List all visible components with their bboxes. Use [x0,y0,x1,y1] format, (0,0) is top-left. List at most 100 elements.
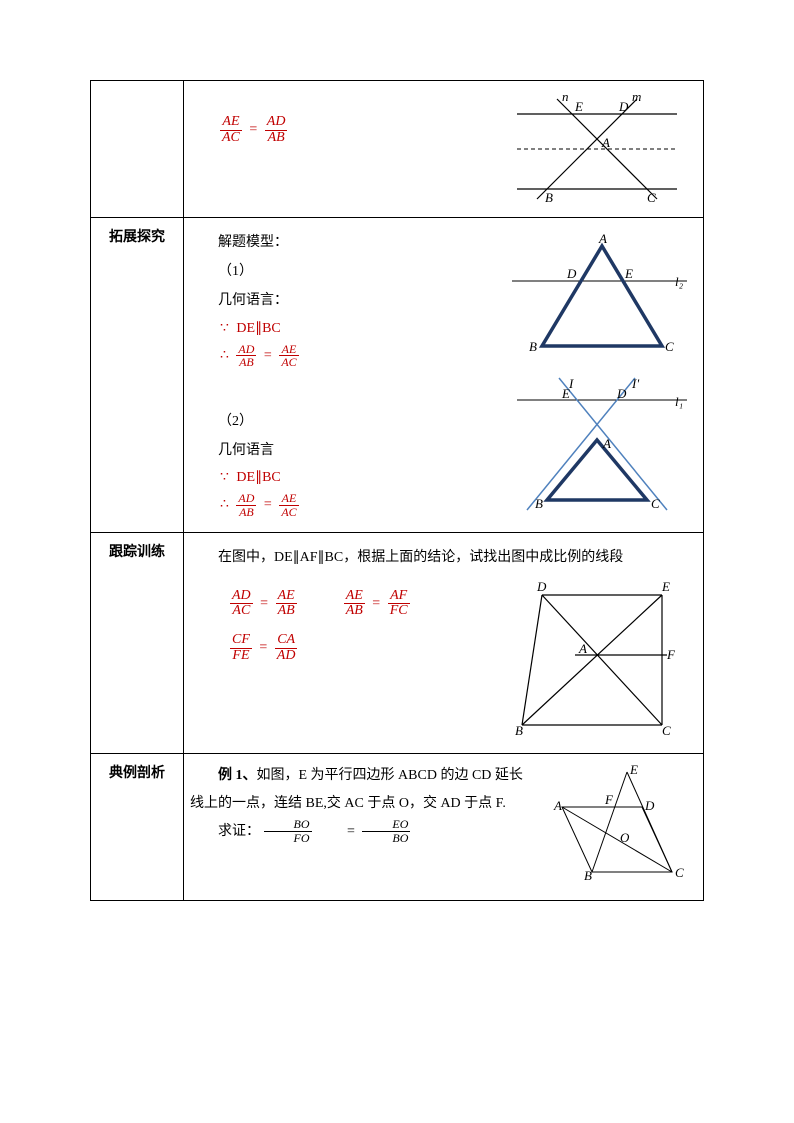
lbl-A: A [598,231,607,246]
num: AE [279,343,298,357]
eq: = [255,640,271,656]
eq: = [260,348,276,364]
num: CF [230,633,252,649]
main-table: AE AC = AD AB n [90,80,704,901]
model-title: 解题模型： [190,230,489,255]
stmt-de-bc-2: DE∥BC [236,470,280,485]
frac-ae-ac: AE AC [220,115,242,145]
lbl-E: E [661,579,670,594]
eq: = [256,596,272,612]
den: AC [230,604,253,619]
num: AD [230,589,253,605]
row3-label: 跟踪训练 [91,533,184,753]
row3-content: 在图中，DE∥AF∥BC，根据上面的结论，试找出图中成比例的线段 AD AC =… [184,533,704,753]
row2-content: 解题模型： （1） 几何语言： DE∥BC AD AB = AE AC [184,218,704,533]
therefore-2: AD AB = AE AC [220,492,489,518]
lbl-D: D [566,266,577,281]
row4-label: 典例剖析 [91,753,184,900]
practice-formula-2: CF FE = CA AD [230,633,489,663]
lbl-D: D [616,386,627,401]
den: FC [388,604,410,619]
lbl-E: E [561,386,570,401]
row1-formula: AE AC = AD AB [220,115,489,145]
num: AD [236,343,256,357]
lbl-D: D [644,798,655,813]
ex-line1: 如图，E 为平行四边形 ABCD 的边 CD 延长 [257,768,523,783]
item-1: （1） [190,259,489,284]
lbl-F: F [604,792,614,807]
num: AF [388,589,410,605]
because-1: DE∥BC [220,320,489,337]
eq: = [315,818,359,846]
den: AB [276,604,297,619]
row4-figure: A D C B E F O [537,762,697,892]
stmt-de-bc: DE∥BC [236,321,280,336]
example-label: 例 1、 [218,768,257,783]
eq-sign: = [245,122,261,138]
den: AB [344,604,365,619]
because-2: DE∥BC [220,469,489,486]
lbl-O: O [620,830,630,845]
lbl-B: B [515,723,523,738]
row1-figure: n m E D A B C [497,89,697,209]
lbl-F: F [666,647,676,662]
row1-label-cell [91,81,184,218]
lbl-B: B [529,339,537,354]
lbl-l1: l₁ [675,394,683,409]
lbl-A: A [602,436,611,451]
label-m: m [632,89,641,104]
label-B: B [545,190,553,205]
den: AB [265,131,288,146]
num: CA [275,633,298,649]
lbl-C: C [665,339,674,354]
label-E: E [574,99,583,114]
geom-lang-1: 几何语言： [190,288,489,313]
den: AC [279,356,298,369]
den: FO [264,832,312,845]
lbl-A: A [578,641,587,656]
label-D: D [618,99,629,114]
den: AC [279,506,298,519]
row-intro: AE AC = AD AB n [91,81,704,218]
den: AB [236,356,256,369]
row-extend: 拓展探究 解题模型： （1） 几何语言： DE∥BC AD AB = AE [91,218,704,533]
num: AE [276,589,297,605]
frac-ad-ab: AD AB [265,115,288,145]
lbl-A: A [553,798,562,813]
prove-label: 求证： [218,824,260,839]
den: BO [362,832,410,845]
label-C: C [647,190,656,205]
eq: = [368,596,384,612]
label-A: A [601,135,610,150]
eq: = [260,497,276,513]
lbl-C: C [662,723,671,738]
row2-figures: A D E B C l₂ I I' E D l₁ [497,226,697,524]
num: AE [344,589,365,605]
item-2: （2） [190,409,489,434]
practice-formula-1: AD AC = AE AB AE AB = AF [230,589,489,619]
lbl-C: C [675,865,684,880]
num: BO [264,818,312,832]
den: FE [230,649,252,664]
num: AD [236,492,256,506]
ex-line2: 线上的一点，连结 BE,交 AC 于点 O，交 AD 于点 F. [190,790,529,818]
lbl-B: B [535,496,543,511]
den: AC [220,131,242,146]
den: AB [236,506,256,519]
row-example: 典例剖析 例 1、如图，E 为平行四边形 ABCD 的边 CD 延长 线上的一点… [91,753,704,900]
num: EO [362,818,410,832]
row3-figure: D E A F B C [497,575,697,745]
label-n: n [562,89,569,104]
row-practice: 跟踪训练 在图中，DE∥AF∥BC，根据上面的结论，试找出图中成比例的线段 AD… [91,533,704,753]
practice-intro: 在图中，DE∥AF∥BC，根据上面的结论，试找出图中成比例的线段 [190,545,697,570]
lbl-l2: l₂ [675,274,684,289]
lbl-D: D [536,579,547,594]
lbl-C: C [651,496,660,511]
row2-label: 拓展探究 [91,218,184,533]
row1-content: AE AC = AD AB n [184,81,704,218]
lbl-B: B [584,868,592,883]
row4-content: 例 1、如图，E 为平行四边形 ABCD 的边 CD 延长 线上的一点，连结 B… [184,753,704,900]
geom-lang-2: 几何语言 [190,438,489,463]
lbl-E: E [629,762,638,777]
num: AE [279,492,298,506]
